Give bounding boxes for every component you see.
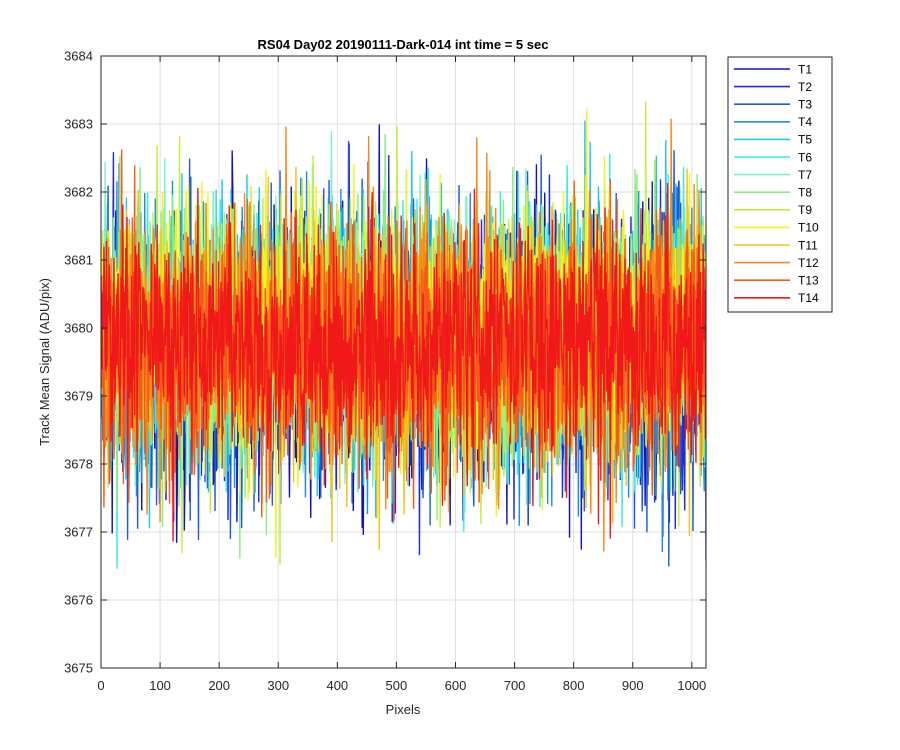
x-tick-label: 900 [622,678,644,693]
legend-label-t1: T1 [798,62,812,76]
x-tick-label: 400 [326,678,348,693]
x-tick-label: 0 [97,678,104,693]
legend-label-t13: T13 [798,274,819,288]
legend-label-t11: T11 [798,238,818,252]
x-axis-label: Pixels [386,702,421,717]
chart-title: RS04 Day02 20190111-Dark-014 int time = … [258,37,549,52]
legend-label-t10: T10 [798,221,819,235]
legend-label-t5: T5 [798,133,812,147]
legend-label-t4: T4 [798,115,812,129]
plot-area-frame [100,55,707,669]
x-tick-label: 800 [563,678,585,693]
x-tick-label: 100 [149,678,171,693]
y-tick-labels: 3675 3676 3677 3678 3679 3680 3681 3682 3683 3684 [64,49,93,676]
legend-label-t9: T9 [798,203,812,217]
y-tick-label: 3684 [64,49,93,64]
x-tick-label: 500 [386,678,408,693]
legend-label-t3: T3 [798,98,812,112]
y-tick-label: 3679 [64,389,93,404]
x-tick-label: 1000 [677,678,706,693]
legend: T1 T2 T3 T4 T5 T6 T7 T8 T9 T10 T11 T12 T13 T14 [727,56,833,313]
legend-box [727,56,833,313]
y-tick-label: 3681 [64,253,93,268]
y-tick-label: 3680 [64,321,93,336]
series-line-t14 [101,182,706,542]
y-tick-label: 3682 [64,185,93,200]
y-tick-label: 3678 [64,457,93,472]
legend-label-t14: T14 [798,291,819,305]
y-axis-label: Track Mean Signal (ADU/pix) [37,278,52,446]
y-tick-label: 3676 [64,593,93,608]
legend-label-t6: T6 [798,150,812,164]
legend-label-t8: T8 [798,186,812,200]
legend-label-t12: T12 [798,256,819,270]
legend-label-t7: T7 [798,168,812,182]
x-tick-label: 300 [267,678,289,693]
x-tick-labels: 0 100 200 300 400 500 600 700 800 900 1000 [97,678,706,693]
x-tick-label: 700 [504,678,526,693]
axis-ticks [100,55,706,669]
x-tick-label: 600 [445,678,467,693]
legend-label-t2: T2 [798,80,812,94]
y-tick-label: 3675 [64,661,93,676]
series-layer [101,101,706,569]
y-tick-label: 3677 [64,525,93,540]
y-tick-label: 3683 [64,117,93,132]
x-tick-label: 200 [208,678,230,693]
